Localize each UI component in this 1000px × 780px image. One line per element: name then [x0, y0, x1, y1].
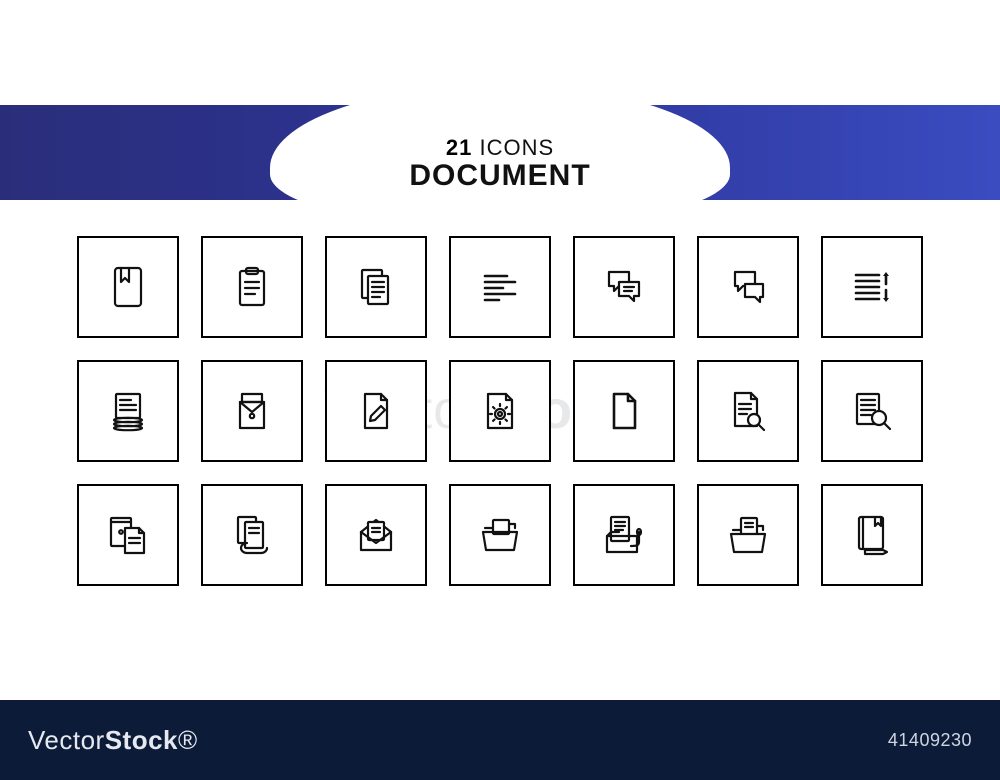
- notebook-pencil-icon: [821, 484, 923, 586]
- file-search-icon: [697, 360, 799, 462]
- clipboard-icon: [201, 236, 303, 338]
- icon-count: 21: [446, 135, 472, 160]
- chat-bubbles-icon: [573, 236, 675, 338]
- blank-file-icon: [573, 360, 675, 462]
- image-id: 41409230: [888, 730, 972, 751]
- speech-bubbles-icon: [697, 236, 799, 338]
- text-left-icon: [449, 236, 551, 338]
- title-line-1: 21 ICONS: [446, 135, 554, 161]
- icon-grid: [77, 236, 923, 586]
- file-gear-icon: [449, 360, 551, 462]
- doc-magnify-icon: [821, 360, 923, 462]
- line-spacing-icon: [821, 236, 923, 338]
- envelope-and-file-icon: [77, 484, 179, 586]
- brand-label: VectorStock®: [28, 725, 198, 756]
- bookmark-file-icon: [77, 236, 179, 338]
- icons-word: ICONS: [479, 135, 554, 160]
- edit-file-icon: [325, 360, 427, 462]
- folder-empty-icon: [449, 484, 551, 586]
- title-line-2: DOCUMENT: [409, 159, 590, 193]
- paper-stack-icon: [77, 360, 179, 462]
- documents-stack-icon: [325, 236, 427, 338]
- scroll-docs-icon: [201, 484, 303, 586]
- footer-bar: VectorStock® 41409230: [0, 700, 1000, 780]
- folder-with-doc-icon: [697, 484, 799, 586]
- folder-doc-scroll-icon: [573, 484, 675, 586]
- envelope-doc-icon: [201, 360, 303, 462]
- mail-open-doc-icon: [325, 484, 427, 586]
